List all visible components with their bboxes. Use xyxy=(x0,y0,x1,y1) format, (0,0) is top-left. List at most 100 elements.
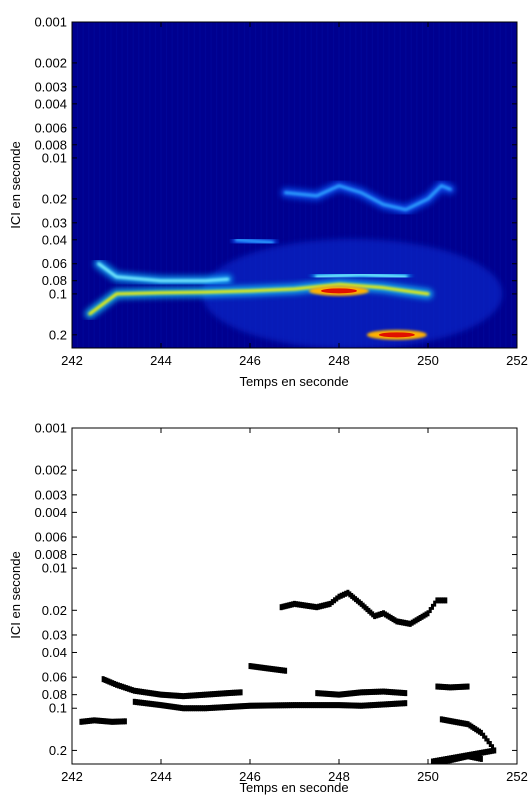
scatter-point xyxy=(272,666,276,673)
y-tick-label: 0.03 xyxy=(42,215,67,230)
scatter-point xyxy=(283,603,287,610)
scatter-point xyxy=(121,718,125,725)
y-tick-label: 0.01 xyxy=(42,150,67,165)
scatter-point xyxy=(446,757,450,764)
scatter-point xyxy=(485,748,489,755)
scatter-point xyxy=(488,741,492,748)
scatter-point xyxy=(111,680,115,687)
scatter-point xyxy=(138,699,142,706)
scatter-point xyxy=(230,689,234,696)
scatter-point xyxy=(278,702,282,709)
scatter-point xyxy=(216,690,220,697)
scatter-point xyxy=(457,719,461,726)
scatter-point xyxy=(201,705,205,712)
scatter-point xyxy=(191,692,195,699)
scatter-point xyxy=(486,738,490,745)
heatmap-hotspot xyxy=(378,332,415,338)
scatter-point xyxy=(141,699,145,706)
scatter-point xyxy=(252,663,256,670)
x-axis-label: Temps en seconde xyxy=(239,374,348,389)
scatter-point xyxy=(282,667,286,674)
scatter-point xyxy=(197,692,201,699)
scatter-point xyxy=(325,702,329,709)
x-axis-label: Temps en seconde xyxy=(239,780,348,795)
scatter-point xyxy=(331,691,335,698)
scatter-point xyxy=(444,684,448,691)
scatter-point xyxy=(105,677,109,684)
scatter-point xyxy=(81,718,85,725)
x-axis-ticks: 242 244 246 248 250 252 xyxy=(61,428,528,784)
scatter-point xyxy=(276,666,280,673)
scatter-point xyxy=(110,718,114,725)
scatter-point xyxy=(136,688,140,695)
scatter-point xyxy=(108,718,112,725)
scatter-point xyxy=(297,702,301,709)
scatter-point xyxy=(175,692,179,699)
scatter-point xyxy=(386,688,390,695)
scatter-point xyxy=(389,614,393,621)
scatter-point xyxy=(98,717,102,724)
y-tick-label: 0.06 xyxy=(42,670,67,685)
scatter-point xyxy=(295,702,299,709)
scatter-point xyxy=(361,702,365,709)
scatter-point xyxy=(235,689,239,696)
scatter-point xyxy=(395,618,399,625)
scatter-point xyxy=(116,682,120,689)
scatter-point xyxy=(396,689,400,696)
scatter-point xyxy=(149,690,153,697)
scatter-point xyxy=(195,692,199,699)
scatter-point xyxy=(147,700,151,707)
scatter-point xyxy=(206,691,210,698)
scatter-point xyxy=(375,688,379,695)
scatter-point xyxy=(143,689,147,696)
scatter-point xyxy=(476,755,480,762)
scatter-point xyxy=(481,749,485,756)
scatter-point xyxy=(107,678,111,685)
scatter-point xyxy=(305,602,309,609)
scatter-point xyxy=(305,702,309,709)
scatter-point xyxy=(231,689,235,696)
scatter-point xyxy=(394,689,398,696)
scatter-point xyxy=(204,691,207,698)
scatter-point xyxy=(341,691,345,698)
scatter-point xyxy=(163,702,167,709)
scatter-point xyxy=(363,702,367,709)
scatter-point xyxy=(323,702,327,709)
scatter-point xyxy=(291,601,295,608)
scatter-point xyxy=(435,683,439,690)
scatter-point xyxy=(195,705,199,712)
scatter-point xyxy=(115,681,118,688)
scatter-point xyxy=(426,610,430,617)
scatter-point xyxy=(388,688,392,695)
y-tick-label: 0.004 xyxy=(34,96,67,111)
scatter-point xyxy=(183,693,187,700)
scatter-point xyxy=(393,617,397,624)
scatter-point xyxy=(204,705,207,712)
scatter-point xyxy=(179,693,183,700)
scatter-point xyxy=(228,690,232,697)
scatter-point xyxy=(151,701,155,708)
scatter-point xyxy=(153,690,157,697)
scatter-point xyxy=(165,702,169,709)
scatter-point xyxy=(373,613,377,620)
scatter-point xyxy=(285,602,289,609)
scatter-point xyxy=(398,700,402,707)
scatter-point xyxy=(331,702,335,709)
scatter-point xyxy=(355,689,359,696)
scatter-point xyxy=(228,703,232,710)
scatter-point xyxy=(344,590,348,597)
y-tick-label: 0.08 xyxy=(42,273,67,288)
scatter-point xyxy=(222,704,226,711)
scatter-point xyxy=(448,684,452,691)
scatter-point xyxy=(353,702,357,709)
scatter-point xyxy=(100,717,104,724)
scatter-point xyxy=(252,702,256,709)
y-tick-label: 0.006 xyxy=(34,120,67,135)
x-tick-label: 242 xyxy=(61,769,83,784)
heatmap-marks xyxy=(72,22,517,348)
scatter-point xyxy=(491,747,495,754)
scatter-point xyxy=(230,703,234,710)
scatter-point xyxy=(359,689,363,696)
scatter-point xyxy=(357,689,361,696)
scatter-point xyxy=(179,704,183,711)
